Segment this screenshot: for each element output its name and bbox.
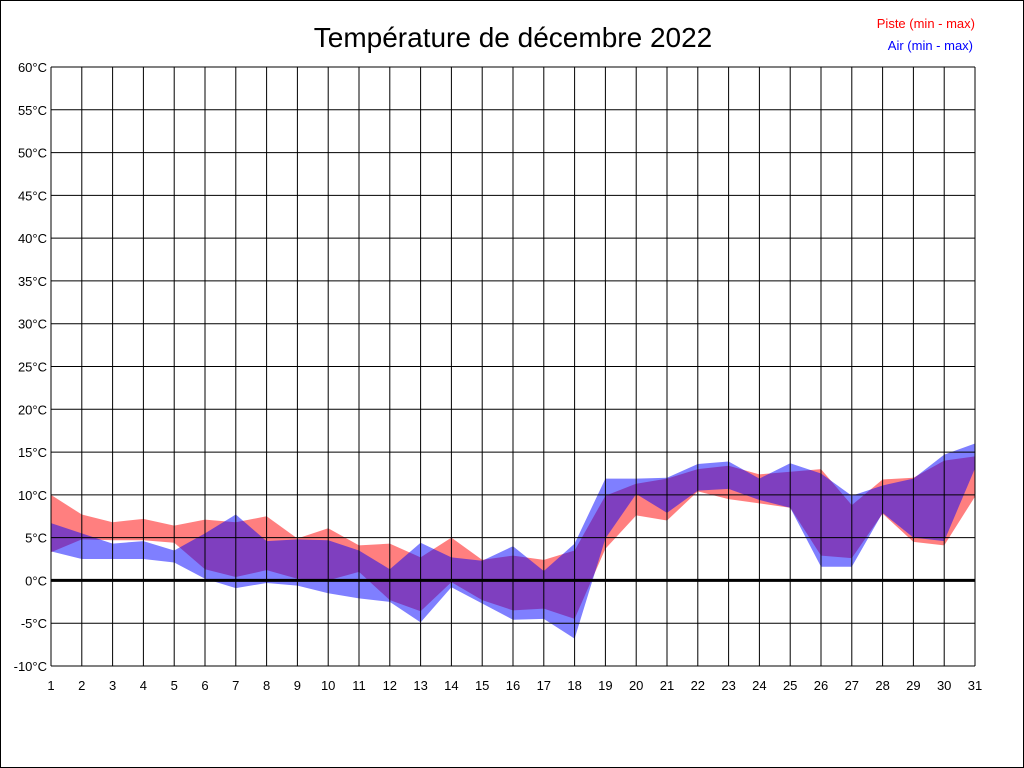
grid	[50, 66, 976, 667]
y-tick-label: 0°C	[25, 573, 47, 588]
x-tick-label: 30	[937, 678, 951, 693]
x-tick-label: 17	[537, 678, 551, 693]
y-tick-label: 10°C	[18, 488, 47, 503]
x-tick-label: 13	[413, 678, 427, 693]
band-series-1	[51, 443, 975, 639]
x-tick-label: 12	[383, 678, 397, 693]
chart-title: Température de décembre 2022	[314, 22, 712, 53]
band-series-0	[51, 456, 975, 619]
x-tick-label: 1	[47, 678, 54, 693]
x-tick-label: 19	[598, 678, 612, 693]
x-tick-label: 4	[140, 678, 147, 693]
y-tick-label: 55°C	[18, 103, 47, 118]
y-tick-label: 20°C	[18, 402, 47, 417]
y-tick-label: 35°C	[18, 274, 47, 289]
x-tick-label: 28	[875, 678, 889, 693]
x-tick-label: 24	[752, 678, 766, 693]
x-tick-label: 20	[629, 678, 643, 693]
x-tick-label: 25	[783, 678, 797, 693]
legend-piste: Piste (min - max)	[877, 16, 975, 31]
x-tick-label: 8	[263, 678, 270, 693]
y-tick-label: 40°C	[18, 231, 47, 246]
x-tick-label: 7	[232, 678, 239, 693]
x-tick-label: 26	[814, 678, 828, 693]
x-tick-label: 29	[906, 678, 920, 693]
x-tick-label: 10	[321, 678, 335, 693]
x-tick-label: 11	[352, 678, 366, 693]
y-tick-label: 45°C	[18, 188, 47, 203]
y-tick-label: 25°C	[18, 360, 47, 375]
x-tick-label: 5	[171, 678, 178, 693]
x-tick-label: 16	[506, 678, 520, 693]
series-bands	[51, 443, 975, 639]
y-tick-label: 15°C	[18, 445, 47, 460]
x-tick-label: 3	[109, 678, 116, 693]
x-tick-label: 22	[691, 678, 705, 693]
x-tick-label: 2	[78, 678, 85, 693]
x-tick-label: 21	[660, 678, 674, 693]
y-tick-label: -10°C	[14, 659, 47, 674]
x-tick-label: 14	[444, 678, 458, 693]
x-tick-label: 15	[475, 678, 489, 693]
x-tick-label: 6	[201, 678, 208, 693]
y-tick-label: 50°C	[18, 146, 47, 161]
x-axis-ticks: 1 2 3 4 5 6 7 8 9 10 11 12 13 14 15 16 17 18 19 20 21 22 23 24 2…	[47, 678, 982, 693]
x-tick-label: 9	[294, 678, 301, 693]
y-axis-ticks: -10°C -5°C 0°C 5°C 10°C 15°C 20°C 25°C 30°C 35°C 4…	[14, 60, 47, 674]
x-tick-label: 18	[567, 678, 581, 693]
x-tick-label: 31	[968, 678, 982, 693]
x-tick-label: 23	[721, 678, 735, 693]
y-tick-label: 60°C	[18, 60, 47, 75]
y-tick-label: 5°C	[25, 531, 47, 546]
legend-air: Air (min - max)	[888, 38, 973, 53]
y-tick-label: -5°C	[21, 616, 47, 631]
y-tick-label: 30°C	[18, 317, 47, 332]
x-tick-label: 27	[845, 678, 859, 693]
